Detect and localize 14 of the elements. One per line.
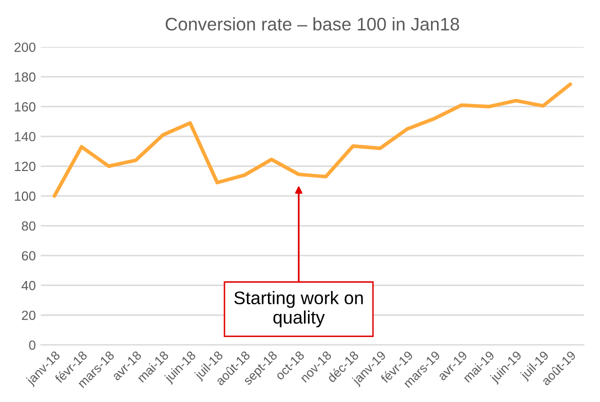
y-tick-label: 20	[22, 310, 36, 320]
y-tick-label: 200	[14, 42, 36, 52]
y-tick-label: 80	[22, 221, 36, 231]
y-tick-label: 0	[29, 340, 36, 350]
y-tick-label: 60	[22, 251, 36, 260]
y-tick-label: 180	[14, 72, 36, 82]
annotation: Starting work on quality	[234, 291, 363, 328]
y-tick-label: 40	[22, 280, 36, 290]
line-series	[52, 82, 572, 198]
y-tick-label: 100	[14, 192, 36, 201]
y-tick-label: 140	[14, 132, 36, 142]
y-tick-label: 120	[14, 162, 36, 172]
y-tick-label: 160	[14, 102, 36, 112]
chart-title: Conversion rate – base 100 in Jan18	[166, 17, 460, 31]
